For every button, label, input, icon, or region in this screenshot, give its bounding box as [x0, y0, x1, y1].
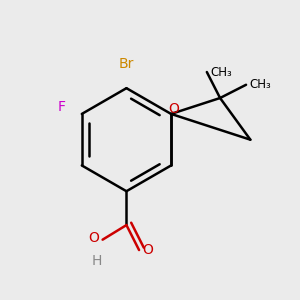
Text: F: F [58, 100, 65, 114]
Text: O: O [168, 102, 179, 116]
Text: O: O [142, 243, 154, 257]
Text: O: O [88, 231, 99, 245]
Text: H: H [92, 254, 102, 268]
Text: CH₃: CH₃ [250, 78, 271, 91]
Text: Br: Br [119, 57, 134, 71]
Text: CH₃: CH₃ [210, 65, 232, 79]
